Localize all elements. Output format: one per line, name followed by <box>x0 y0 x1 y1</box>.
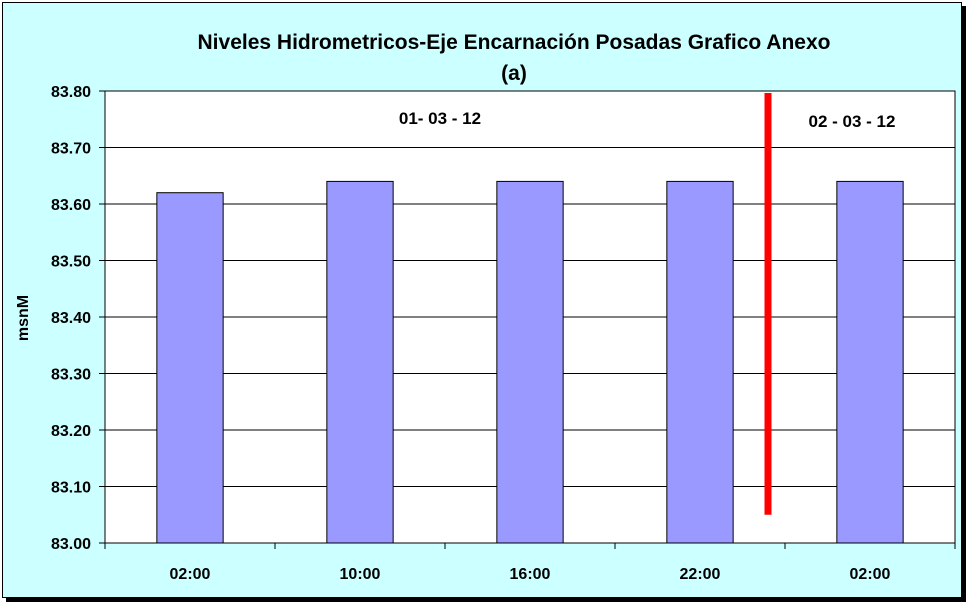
bars <box>156 180 904 544</box>
bar <box>836 180 904 544</box>
y-tick-label: 83.80 <box>51 84 91 101</box>
bar <box>496 180 564 544</box>
annotation-date-2: 02 - 03 - 12 <box>809 112 896 131</box>
y-tick-label: 83.40 <box>51 310 91 327</box>
x-tick-label: 02:00 <box>850 566 891 583</box>
y-tick-label: 83.20 <box>51 423 91 440</box>
y-tick-label: 83.70 <box>51 141 91 158</box>
bar <box>156 192 224 544</box>
y-tick-labels: 83.00 83.10 83.20 83.30 83.40 83.50 83.60 83.70… <box>51 84 91 553</box>
axes <box>99 90 956 549</box>
x-tick-label: 22:00 <box>680 566 721 583</box>
y-tick-label: 83.30 <box>51 367 91 384</box>
bar <box>666 180 734 544</box>
x-tick-label: 10:00 <box>340 566 381 583</box>
x-tick-label: 02:00 <box>170 566 211 583</box>
annotation-date-1: 01- 03 - 12 <box>399 109 481 128</box>
x-tick-labels: 02:00 10:00 16:00 22:00 02:00 <box>170 566 891 583</box>
bar <box>326 180 394 544</box>
y-tick-label: 83.00 <box>51 536 91 553</box>
chart-title: Niveles Hidrometricos-Eje Encarnación Po… <box>198 31 831 54</box>
x-tick-label: 16:00 <box>510 566 551 583</box>
chart-subtitle: (a) <box>501 62 527 85</box>
y-tick-label: 83.50 <box>51 254 91 271</box>
y-axis-label: msnM <box>15 295 32 341</box>
y-tick-label: 83.60 <box>51 197 91 214</box>
y-tick-label: 83.10 <box>51 480 91 497</box>
